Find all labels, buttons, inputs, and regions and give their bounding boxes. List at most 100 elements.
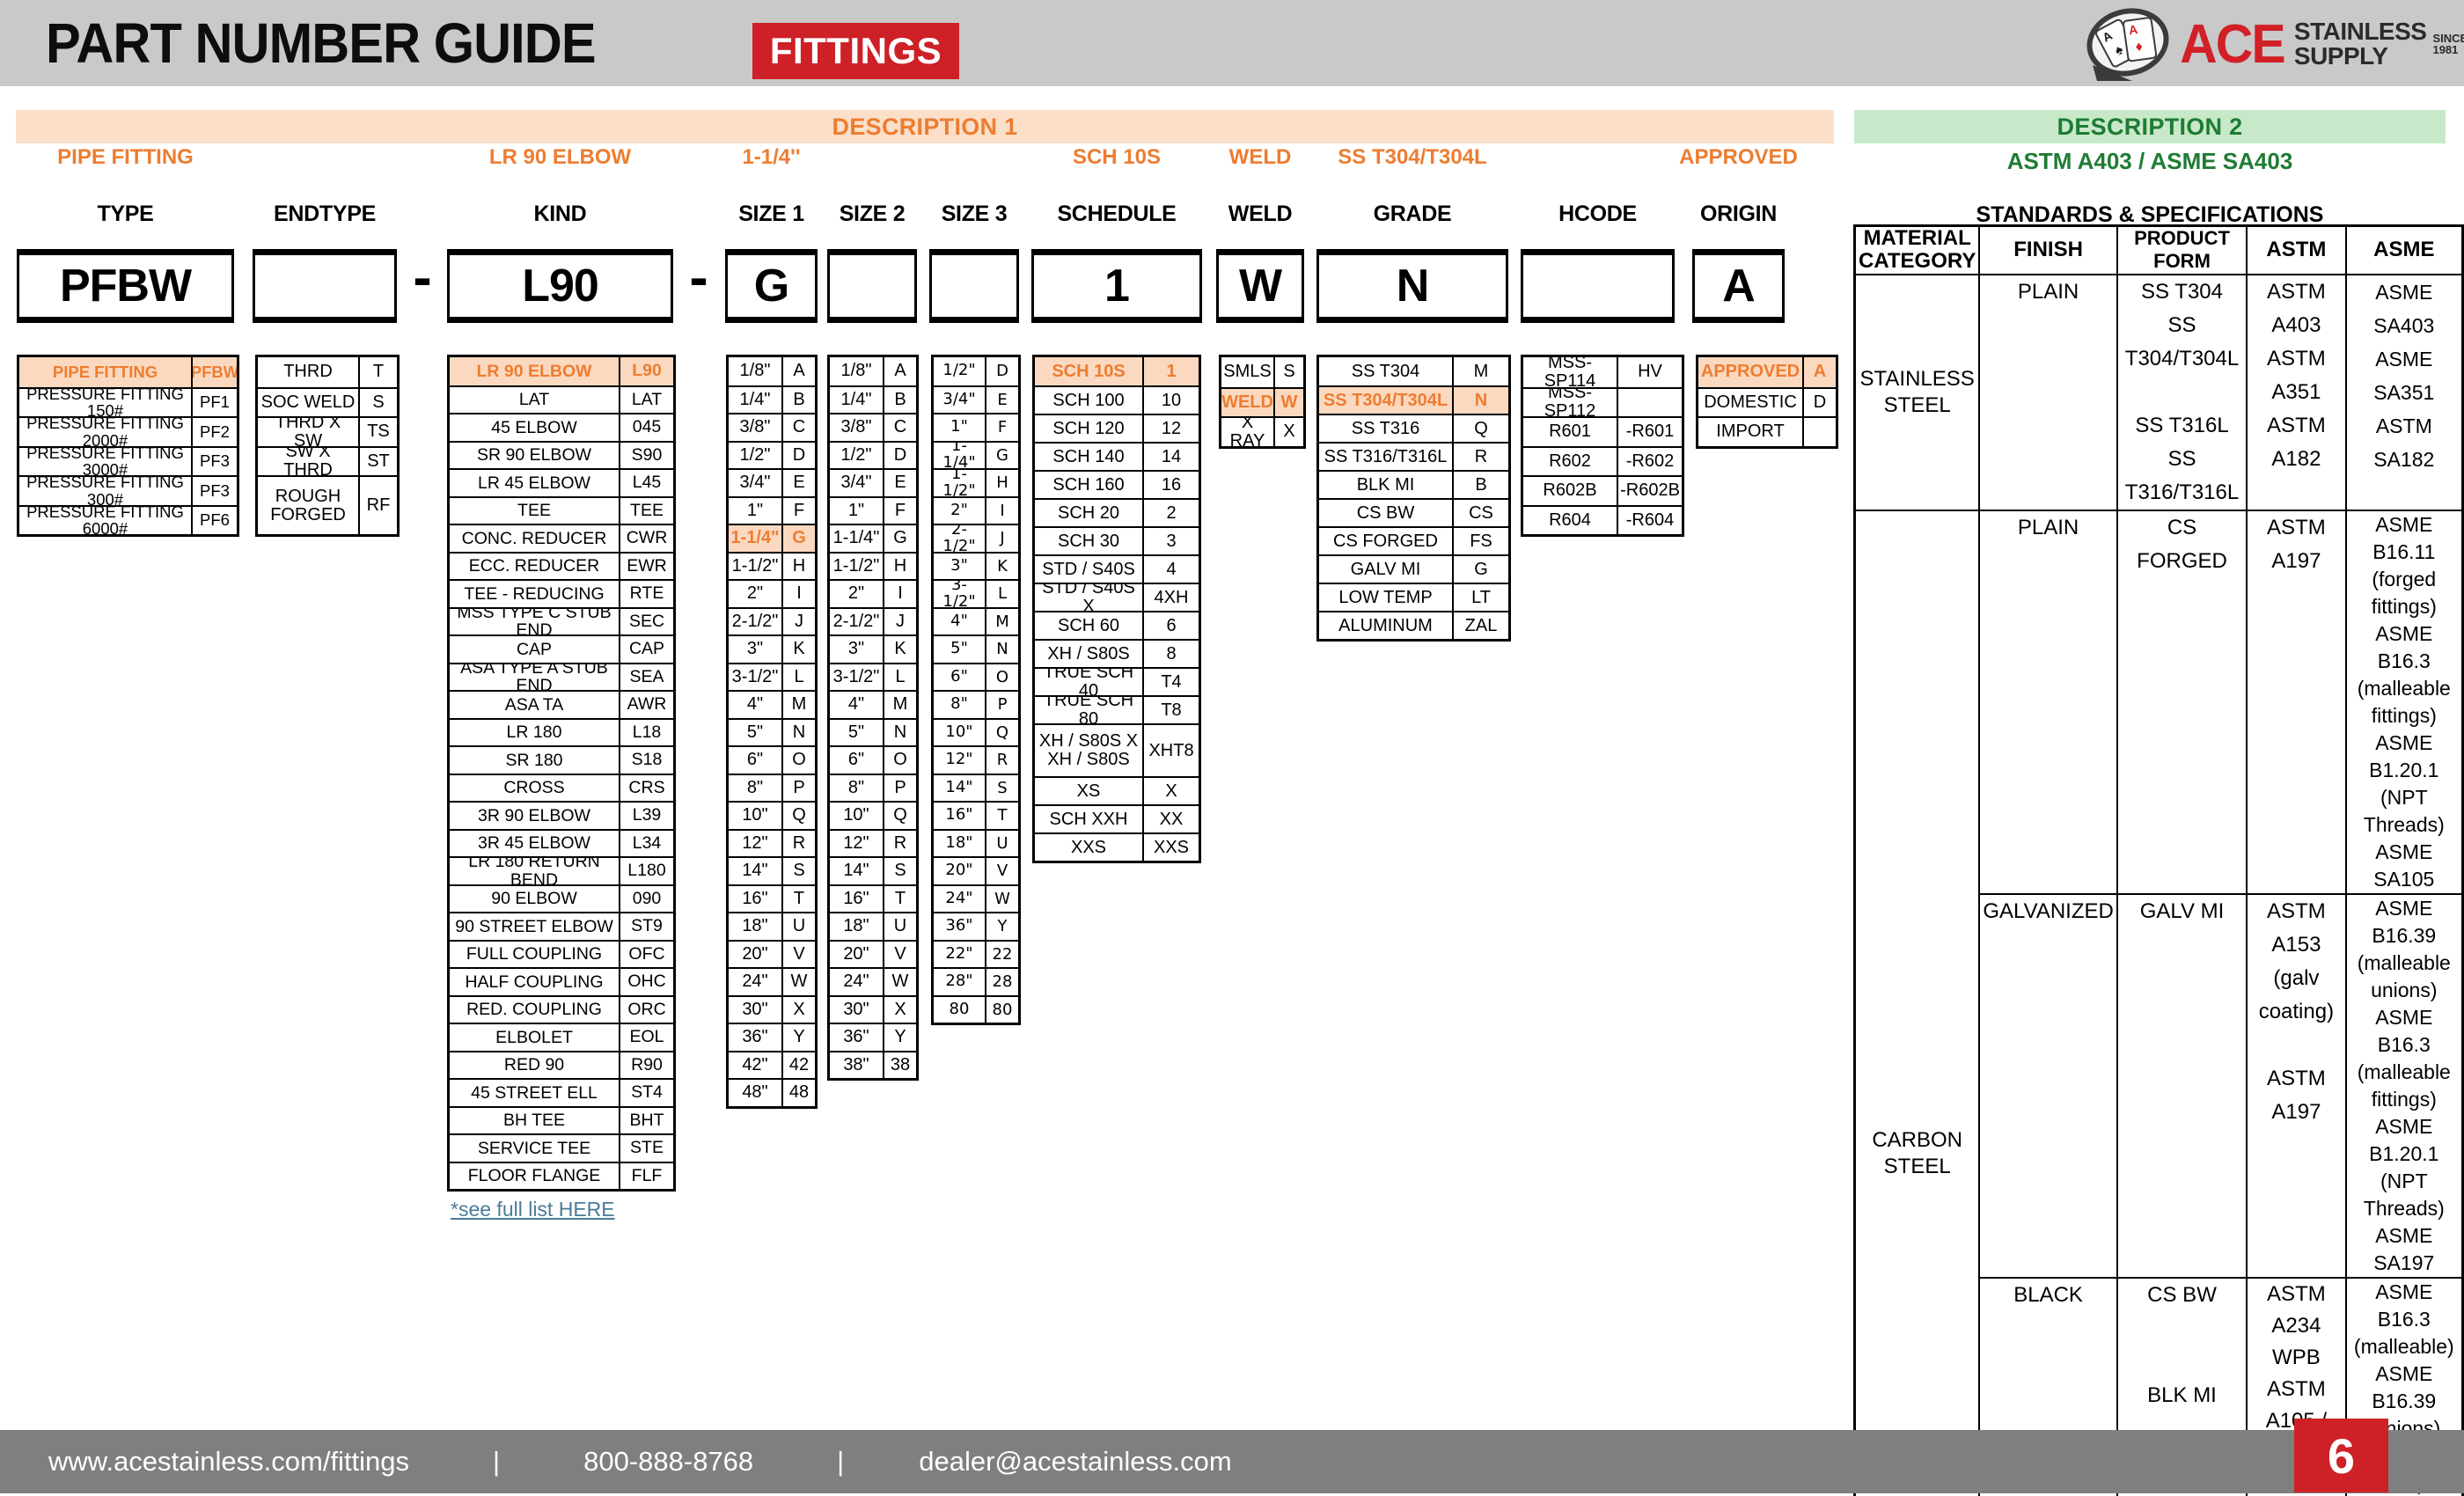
row-code: AWR xyxy=(627,694,667,715)
table-row: TEE TEE xyxy=(450,495,673,524)
table-row: PIPE FITTING PFBW xyxy=(19,357,237,387)
footer-separator: | xyxy=(493,1446,501,1477)
spec-header-asme: ASME xyxy=(2344,224,2464,275)
row-code: 090 xyxy=(632,888,662,908)
table-row: 36" Y xyxy=(830,1023,916,1051)
table-row: 6" O xyxy=(729,745,815,774)
spec-product-form: SS T304 SS T304/T304L SS T316L SS T316/T… xyxy=(2116,273,2248,511)
row-label: SERVICE TEE xyxy=(450,1135,620,1162)
row-code: U xyxy=(893,916,907,936)
row-code: A xyxy=(894,361,906,381)
row-label: 2-1/2" xyxy=(830,608,884,634)
row-label: R601 xyxy=(1523,418,1618,446)
kind-part-box: L90 xyxy=(447,249,673,323)
row-code: P xyxy=(894,777,906,797)
table-row: 10" Q xyxy=(934,717,1018,745)
row-code: L34 xyxy=(632,832,662,853)
row-label: 24" xyxy=(934,885,986,912)
table-row: FULL COUPLING OFC xyxy=(450,939,673,967)
row-code: -R602B xyxy=(1620,480,1680,501)
row-code: L39 xyxy=(632,805,662,825)
table-row: 90 STREET ELBOW ST9 xyxy=(450,912,673,940)
row-code: ZAL xyxy=(1464,615,1498,635)
table-row: SMLS S xyxy=(1221,357,1303,387)
row-label: PRESSURE FITTING 6000# xyxy=(19,506,193,534)
table-row: 3/4" E xyxy=(830,468,916,496)
table-row: APPROVED A xyxy=(1698,357,1836,387)
table-row: 12" R xyxy=(934,745,1018,774)
see-full-list-link[interactable]: *see full list HERE xyxy=(451,1198,615,1221)
footer-website: www.acestainless.com/fittings xyxy=(48,1446,410,1477)
row-label: APPROVED xyxy=(1698,357,1804,387)
row-code: H xyxy=(893,555,907,576)
row-label: PRESSURE FITTING 2000# xyxy=(19,418,193,446)
table-row: LR 180 RETURN BEND L180 xyxy=(450,856,673,884)
table-row: RED 90 R90 xyxy=(450,1050,673,1078)
row-label: SCH 60 xyxy=(1035,612,1144,639)
table-row: 1-1/4" G xyxy=(830,524,916,552)
row-label: TRUE SCH 80 xyxy=(1035,697,1144,723)
table-row: 3" K xyxy=(830,634,916,663)
row-label: LR 180 xyxy=(450,719,620,745)
row-code: OFC xyxy=(628,943,665,964)
row-code: T xyxy=(372,362,385,382)
row-label: R604 xyxy=(1523,506,1618,534)
row-code: P xyxy=(793,777,805,797)
table-row: 3/8" C xyxy=(729,413,815,441)
row-label: 16" xyxy=(830,885,884,912)
footer-separator: | xyxy=(837,1446,845,1477)
row-label: 1/4" xyxy=(729,386,783,413)
row-code: EOL xyxy=(629,1027,664,1047)
row-code: Y xyxy=(793,1027,805,1047)
table-row: 14" S xyxy=(729,856,815,884)
row-label: CS FORGED xyxy=(1319,528,1454,554)
logo-ace-text: ACE xyxy=(2180,13,2286,75)
row-code: SEA xyxy=(629,666,664,686)
row-code: X xyxy=(1283,422,1295,442)
row-code: U xyxy=(996,833,1008,853)
table-row: GALV MI G xyxy=(1319,554,1508,583)
table-row: SCH 140 14 xyxy=(1035,442,1199,470)
row-code: PF2 xyxy=(200,422,230,441)
table-row: ECC. REDUCER EWR xyxy=(450,551,673,579)
row-code: B xyxy=(894,389,906,409)
row-code: X xyxy=(793,999,805,1019)
table-row: 2" I xyxy=(729,579,815,607)
row-label: 6" xyxy=(729,747,783,774)
table-row: CS BW CS xyxy=(1319,498,1508,526)
row-label: 14" xyxy=(830,858,884,884)
row-label: 14" xyxy=(934,774,986,801)
table-row: SS T316/T316L R xyxy=(1319,442,1508,470)
row-code: 22 xyxy=(992,944,1013,964)
table-row: THRD T xyxy=(258,357,397,387)
table-row: SCH 30 3 xyxy=(1035,526,1199,554)
row-code: Q xyxy=(1474,418,1488,438)
row-label: SS T316 xyxy=(1319,415,1454,442)
table-row: LR 180 L18 xyxy=(450,717,673,745)
row-code: EWR xyxy=(627,555,667,576)
table-row: XS X xyxy=(1035,776,1199,804)
table-row: PRESSURE FITTING 3000# PF3 xyxy=(19,445,237,475)
row-label: 42" xyxy=(729,1052,783,1078)
table-row: 6" O xyxy=(830,745,916,774)
row-label: FLOOR FLANGE xyxy=(450,1162,620,1189)
row-code: M xyxy=(995,612,1009,631)
row-label: 1/2" xyxy=(830,442,884,468)
part-separator-dash: - xyxy=(413,246,432,309)
row-label: 6" xyxy=(830,747,884,774)
type-code-table: PIPE FITTING PFBW PRESSURE FITTING 150# PF1… xyxy=(17,355,239,537)
row-label: 1" xyxy=(830,497,884,524)
table-row: XH / S80S 8 xyxy=(1035,639,1199,667)
row-code: F xyxy=(894,500,906,520)
spec-header-material: MATERIAL CATEGORY xyxy=(1853,224,1981,275)
table-row: BLK MI B xyxy=(1319,470,1508,498)
row-code: K xyxy=(997,556,1008,576)
table-row: SR 90 ELBOW S90 xyxy=(450,440,673,468)
row-label: 3/8" xyxy=(729,414,783,441)
row-code: N xyxy=(1474,390,1488,410)
row-label: 1" xyxy=(729,497,783,524)
row-label: TEE xyxy=(450,497,620,524)
table-row: 1" F xyxy=(934,413,1018,441)
row-label: X RAY xyxy=(1221,418,1275,446)
table-row: 8" P xyxy=(729,773,815,801)
